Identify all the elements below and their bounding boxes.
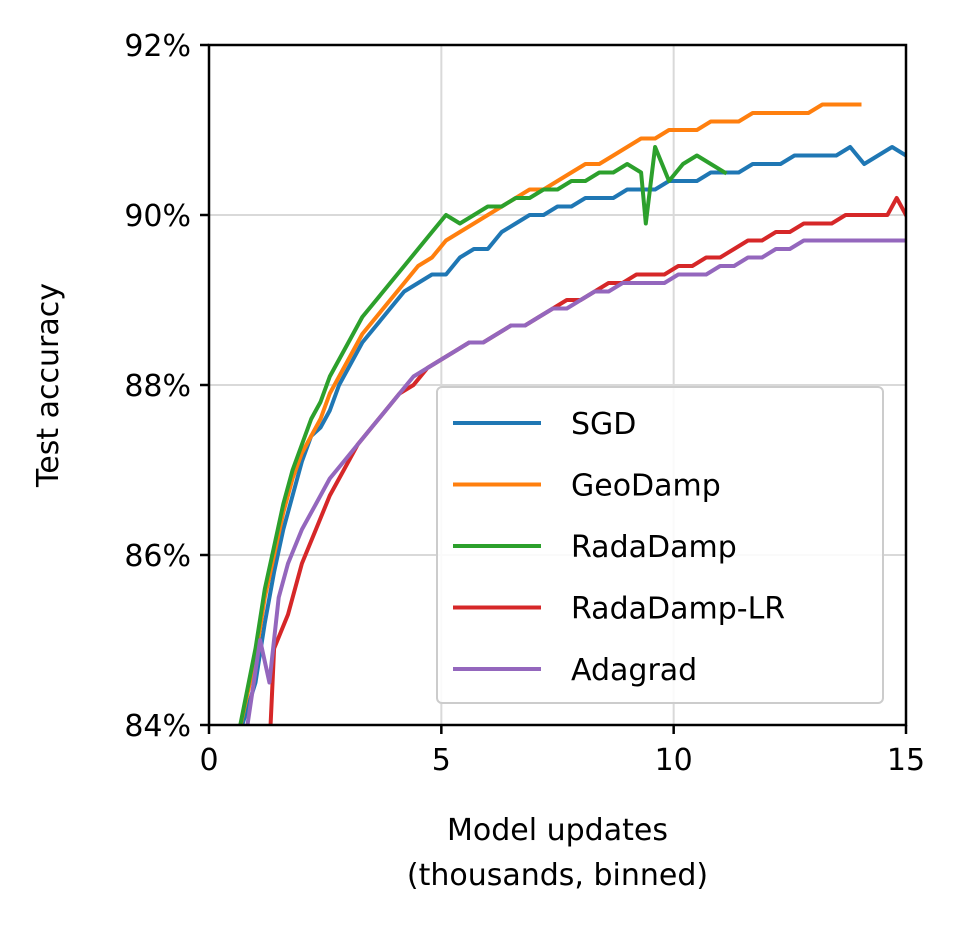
- x-axis-title: Model updates: [447, 813, 668, 848]
- series-line-sgd: [240, 145, 906, 725]
- legend-label: SGD: [571, 407, 636, 442]
- legend-label: RadaDamp-LR: [571, 592, 785, 627]
- x-tick-label: 5: [432, 743, 451, 778]
- series-line-geodamp: [238, 102, 862, 725]
- x-tick-label: 0: [199, 743, 218, 778]
- legend-label: Adagrad: [571, 653, 697, 688]
- series-line-adagrad: [245, 238, 906, 725]
- x-tick-label: 15: [887, 743, 925, 778]
- y-tick-label: 90%: [124, 199, 191, 234]
- y-tick-label: 86%: [124, 539, 191, 574]
- series-line-radadamp: [238, 145, 728, 725]
- plot-series: [238, 102, 906, 725]
- y-tick-label: 84%: [124, 709, 191, 744]
- legend-box: [436, 386, 884, 704]
- x-axis-subtitle: (thousands, binned): [407, 858, 708, 893]
- y-tick-label: 92%: [124, 29, 191, 64]
- y-tick-label: 88%: [124, 369, 191, 404]
- legend-label: RadaDamp: [571, 530, 737, 565]
- y-axis-title: Test accuracy: [31, 283, 66, 488]
- axis-ticks: 0 5 10 15 84% 86% 88% 90% 92%: [124, 29, 925, 778]
- x-tick-label: 10: [655, 743, 693, 778]
- legend: SGD GeoDamp RadaDamp RadaDamp-LR Adagrad: [436, 386, 884, 704]
- legend-label: GeoDamp: [571, 469, 721, 504]
